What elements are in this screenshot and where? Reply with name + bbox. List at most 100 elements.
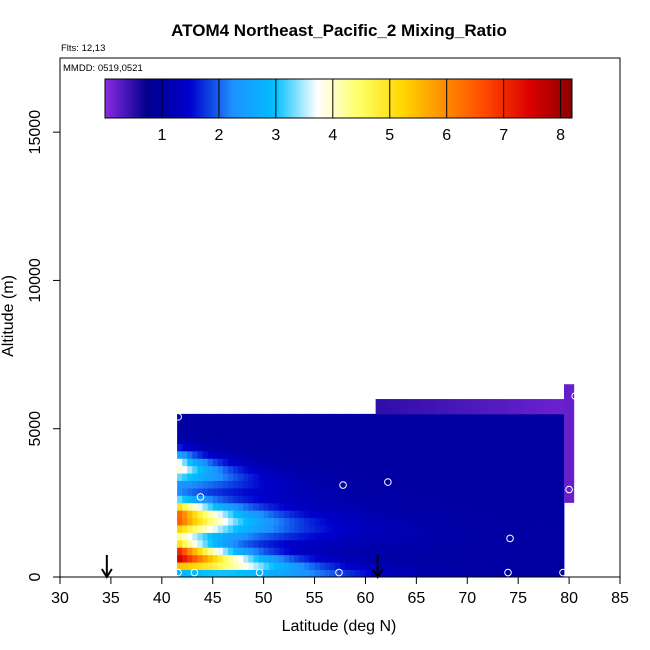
heatmap-cell xyxy=(243,539,249,548)
heatmap-cell xyxy=(406,399,412,415)
heatmap-cell xyxy=(212,517,219,526)
heatmap-cell xyxy=(518,428,524,437)
x-tick-label: 35 xyxy=(102,590,120,607)
heatmap-cell xyxy=(248,443,254,452)
heatmap-cell xyxy=(207,547,214,556)
heatmap-cell xyxy=(492,421,499,430)
heatmap-cell xyxy=(355,458,361,467)
heatmap-cell xyxy=(518,554,524,563)
heatmap-cell xyxy=(497,510,504,519)
heatmap-cell xyxy=(548,488,555,496)
heatmap-cell xyxy=(487,547,494,556)
heatmap-cell xyxy=(233,480,239,489)
heatmap-cell xyxy=(233,465,239,474)
heatmap-cell xyxy=(436,554,443,563)
heatmap-cell xyxy=(502,517,509,526)
heatmap-cell xyxy=(243,562,249,570)
heatmap-cell xyxy=(243,488,249,496)
heatmap-cell xyxy=(222,525,229,533)
heatmap-cell xyxy=(304,562,310,570)
heatmap-cell xyxy=(233,510,239,519)
heatmap-cell xyxy=(553,480,560,489)
heatmap-cell xyxy=(502,554,509,563)
heatmap-cell xyxy=(182,547,188,556)
heatmap-cell xyxy=(375,436,382,444)
heatmap-cell xyxy=(406,539,412,548)
heatmap-cell xyxy=(462,517,468,526)
heatmap-cell xyxy=(523,443,529,452)
heatmap-cell xyxy=(334,554,341,563)
heatmap-cell xyxy=(345,450,351,459)
heatmap-cell xyxy=(370,547,377,556)
heatmap-cell xyxy=(477,517,483,526)
heatmap-cell xyxy=(350,495,356,504)
heatmap-cell xyxy=(523,502,529,511)
colorbar-tick-label: 2 xyxy=(214,127,223,144)
heatmap-cell xyxy=(284,421,290,430)
heatmap-cell xyxy=(533,428,539,437)
heatmap-cell xyxy=(513,495,519,504)
heatmap-cell xyxy=(482,488,489,496)
heatmap-cell xyxy=(385,562,392,570)
heatmap-cell xyxy=(324,547,331,556)
heatmap-cell xyxy=(258,562,265,570)
heatmap-cell xyxy=(350,413,356,422)
heatmap-cell xyxy=(396,488,402,496)
heatmap-cell xyxy=(340,525,346,533)
heatmap-cell xyxy=(385,465,392,474)
heatmap-cell xyxy=(497,458,504,467)
heatmap-cell xyxy=(385,473,392,482)
heatmap-cell xyxy=(278,421,285,430)
heatmap-cell xyxy=(284,547,290,556)
heatmap-cell xyxy=(431,421,438,430)
heatmap-cell xyxy=(406,502,412,511)
heatmap-cell xyxy=(518,488,524,496)
heatmap-cell xyxy=(294,450,300,459)
heatmap-cell xyxy=(304,443,310,452)
heatmap-cell xyxy=(182,539,188,548)
heatmap-cell xyxy=(548,480,555,489)
heatmap-cell xyxy=(370,510,377,519)
heatmap-cell xyxy=(324,473,331,482)
heatmap-cell xyxy=(533,465,539,474)
heatmap-cell xyxy=(482,458,489,467)
heatmap-cell xyxy=(462,510,468,519)
heatmap-cell xyxy=(518,547,524,556)
heatmap-cell xyxy=(284,525,290,533)
heatmap-cell xyxy=(472,562,478,570)
heatmap-cell xyxy=(508,502,514,511)
heatmap-cell xyxy=(238,421,244,430)
heatmap-cell xyxy=(370,554,377,563)
heatmap-cell xyxy=(228,473,234,482)
heatmap-cell xyxy=(543,554,550,563)
heatmap-cell xyxy=(543,399,550,415)
heatmap-cell xyxy=(446,465,453,474)
heatmap-cell xyxy=(350,436,356,444)
heatmap-cell xyxy=(508,450,514,459)
heatmap-cell xyxy=(192,532,198,541)
heatmap-cell xyxy=(289,510,295,519)
heatmap-cell xyxy=(202,421,209,430)
heatmap-cell xyxy=(441,421,448,430)
heatmap-cell xyxy=(299,450,305,459)
heatmap-cell xyxy=(380,495,387,504)
heatmap-cell xyxy=(436,465,443,474)
heatmap-cell xyxy=(278,458,285,467)
heatmap-cell xyxy=(350,488,356,496)
heatmap-cell xyxy=(263,525,270,533)
heatmap-cell xyxy=(182,436,188,444)
heatmap-cell xyxy=(263,547,270,556)
heatmap-cell xyxy=(558,428,565,437)
heatmap-cell xyxy=(487,399,494,415)
heatmap-cell xyxy=(538,399,545,415)
heatmap-cell xyxy=(238,525,244,533)
heatmap-cell xyxy=(360,525,366,533)
colorbar-tick-label: 5 xyxy=(385,127,394,144)
heatmap-cell xyxy=(431,473,438,482)
heatmap-cell xyxy=(421,421,427,430)
heatmap-cell xyxy=(457,539,463,548)
heatmap-cell xyxy=(416,443,422,452)
heatmap-cell xyxy=(482,480,489,489)
heatmap-cell xyxy=(238,428,244,437)
heatmap-cell xyxy=(523,399,529,415)
